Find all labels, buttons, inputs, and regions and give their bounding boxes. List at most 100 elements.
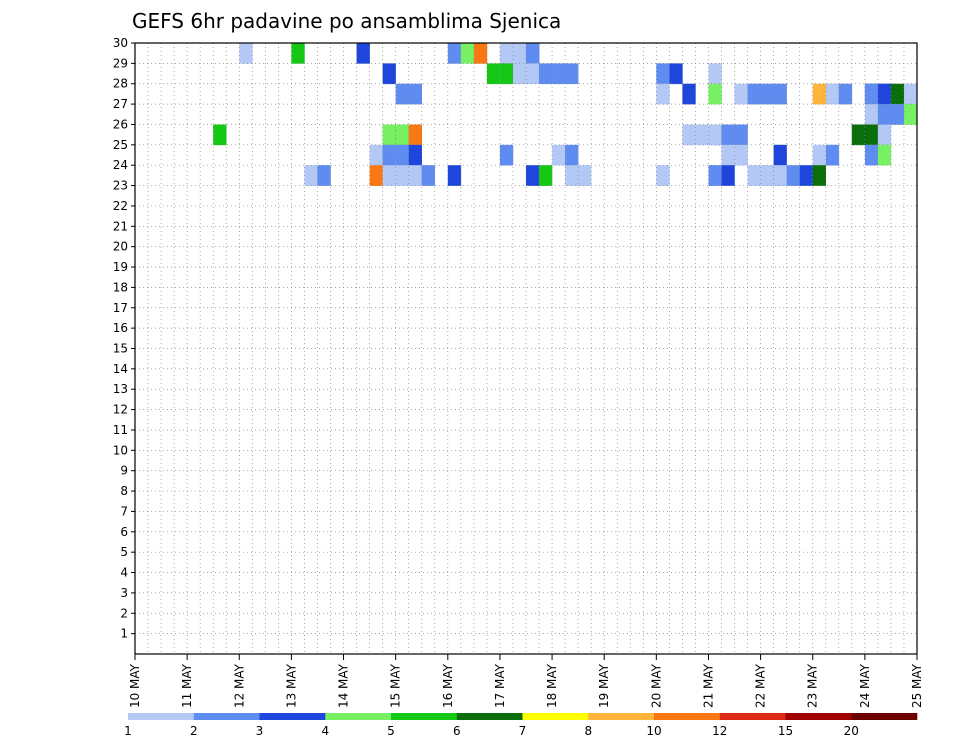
colorbar-label: 10 [646, 724, 661, 738]
heatmap-cell [864, 144, 879, 166]
colorbar: 1 2 3 4 5 6 7 8 10 12 15 20 [124, 713, 918, 738]
heatmap-cell [395, 124, 409, 146]
y-tick-label: 9 [120, 464, 128, 478]
heatmap-cell [408, 124, 422, 146]
colorbar-swatch [588, 713, 655, 720]
heatmap-cell [408, 144, 422, 166]
y-tick-label: 20 [113, 240, 128, 254]
x-tick-label: 12 MAY [232, 663, 246, 708]
heatmap-cell [708, 165, 722, 186]
heatmap-cell [825, 144, 840, 166]
heatmap-cell [565, 165, 579, 186]
x-tick-label: 15 MAY [389, 663, 403, 708]
y-tick-label: 16 [113, 321, 128, 335]
heatmap-cell [382, 165, 396, 186]
x-tick-label: 21 MAY [701, 663, 715, 708]
heatmap-cell [760, 165, 774, 186]
heatmap-cells [213, 43, 918, 186]
heatmap-cell [513, 63, 527, 85]
colorbar-label: 3 [256, 724, 264, 738]
heatmap-cell [382, 63, 396, 85]
heatmap-cell [304, 165, 318, 186]
heatmap-cell [473, 43, 488, 64]
heatmap-cell [682, 83, 696, 105]
heatmap-cell [669, 63, 683, 85]
y-tick-label: 19 [113, 260, 128, 274]
heatmap-cell [447, 43, 462, 64]
heatmap-cell [552, 144, 566, 166]
heatmap-cell [812, 83, 826, 105]
heatmap-cell [890, 104, 905, 125]
heatmap-cell [499, 63, 514, 85]
heatmap-cell [864, 124, 879, 146]
heatmap-cell [317, 165, 331, 186]
heatmap-cell [356, 43, 370, 64]
heatmap-cell [382, 124, 396, 146]
heatmap-cell [421, 165, 435, 186]
x-tick-label: 10 MAY [128, 663, 142, 708]
heatmap-cell [734, 144, 748, 166]
chart-title: GEFS 6hr padavine po ansamblima Sjenica [132, 9, 561, 33]
heatmap-cell [526, 165, 540, 186]
heatmap-cell [760, 83, 774, 105]
heatmap-cell [486, 63, 501, 85]
y-tick-label: 8 [120, 484, 128, 498]
y-tick-label: 11 [113, 423, 128, 437]
colorbar-label: 12 [712, 724, 727, 738]
x-tick-label: 23 MAY [806, 663, 820, 708]
heatmap-cell [565, 63, 579, 85]
colorbar-label: 4 [321, 724, 329, 738]
colorbar-label: 8 [584, 724, 592, 738]
heatmap-cell [773, 165, 787, 186]
colorbar-swatch [259, 713, 326, 720]
grid-lines [134, 43, 918, 654]
y-tick-label: 5 [120, 545, 128, 559]
colorbar-swatch [391, 713, 457, 720]
heatmap-cell [499, 144, 514, 166]
heatmap-cell [773, 83, 787, 105]
x-tick-label: 19 MAY [597, 663, 611, 708]
heatmap-cell [812, 165, 826, 186]
colorbar-swatch [851, 713, 918, 720]
x-tick-label: 18 MAY [545, 663, 559, 708]
y-tick-label: 14 [113, 362, 128, 376]
y-tick-label: 3 [120, 586, 128, 600]
heatmap-cell [890, 83, 905, 105]
heatmap-cell [447, 165, 462, 186]
colorbar-swatch [128, 713, 194, 720]
heatmap-cell [526, 63, 540, 85]
y-tick-label: 15 [113, 342, 128, 356]
heatmap-cell [539, 63, 553, 85]
y-tick-label: 30 [113, 36, 128, 50]
heatmap-cell [578, 165, 592, 186]
y-tick-label: 1 [120, 627, 128, 641]
heatmap-cell [773, 144, 787, 166]
heatmap-cell [656, 83, 670, 105]
colorbar-label: 2 [190, 724, 198, 738]
y-axis: 1234567891011121314151617181920212223242… [113, 36, 135, 641]
heatmap-cell [539, 165, 553, 186]
x-tick-label: 14 MAY [337, 663, 351, 708]
y-tick-label: 4 [120, 566, 128, 580]
heatmap-cell [395, 144, 409, 166]
heatmap-cell [682, 124, 696, 146]
heatmap-cell [708, 83, 722, 105]
y-tick-label: 2 [120, 606, 128, 620]
y-tick-label: 29 [113, 56, 128, 70]
heatmap-cell [656, 165, 670, 186]
heatmap-cell [877, 83, 892, 105]
heatmap-cell [838, 83, 853, 105]
x-tick-label: 22 MAY [754, 663, 768, 708]
colorbar-label: 6 [453, 724, 461, 738]
colorbar-swatch [456, 713, 523, 720]
x-axis: 10 MAY 11 MAY 12 MAY 13 MAY 14 MAY 15 MAY 16 M… [128, 654, 924, 708]
colorbar-swatch [193, 713, 260, 720]
heatmap-cell [734, 124, 748, 146]
heatmap-cell [864, 104, 879, 125]
heatmap-cell [382, 144, 396, 166]
heatmap-cell [656, 63, 670, 85]
heatmap-cell [877, 104, 892, 125]
heatmap-cell [721, 144, 735, 166]
heatmap-cell [721, 165, 735, 186]
